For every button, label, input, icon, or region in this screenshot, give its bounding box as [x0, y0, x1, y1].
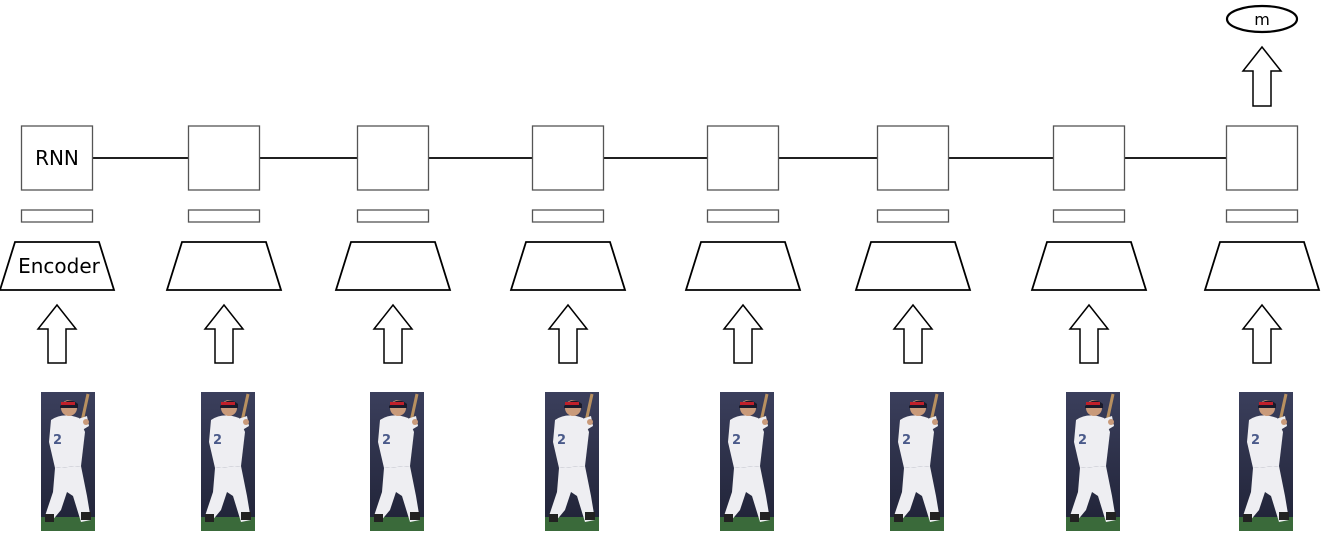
- time-step-5: 2: [684, 125, 802, 531]
- svg-text:2: 2: [213, 433, 222, 448]
- svg-text:2: 2: [732, 433, 741, 448]
- input-arrow: [722, 303, 764, 364]
- time-step-4: 2: [509, 125, 627, 531]
- svg-text:2: 2: [382, 433, 391, 448]
- rnn-cell: [1052, 125, 1126, 191]
- feature-vector: [20, 209, 94, 223]
- feature-vector: [1052, 209, 1126, 223]
- feature-vector: [1225, 209, 1299, 223]
- output-label: m: [1254, 10, 1270, 29]
- feature-vector: [531, 209, 605, 223]
- rnn-cell: [876, 125, 950, 191]
- input-arrow: [36, 303, 78, 364]
- feature-vector: [876, 209, 950, 223]
- player-photo: 2: [1239, 392, 1293, 531]
- time-step-columns: 2 RNN Encoder 2 2 2 2 2 2 2: [0, 125, 1321, 531]
- player-photo: 2: [1066, 392, 1120, 531]
- feature-vector: [356, 209, 430, 223]
- input-arrow: [372, 303, 414, 364]
- encoder: [684, 241, 802, 291]
- rnn-cell: [20, 125, 94, 191]
- rnn-cell: [1225, 125, 1299, 191]
- encoder: [854, 241, 972, 291]
- player-photo: 2: [545, 392, 599, 531]
- player-photo: 2: [41, 392, 95, 531]
- svg-text:2: 2: [1251, 433, 1260, 448]
- output-node: [1225, 4, 1299, 34]
- svg-text:2: 2: [557, 433, 566, 448]
- rnn-label: RNN: [35, 146, 79, 170]
- input-arrow: [547, 303, 589, 364]
- encoder: [165, 241, 283, 291]
- player-photo: 2: [201, 392, 255, 531]
- output-arrow: [1241, 45, 1283, 107]
- input-arrow: [203, 303, 245, 364]
- rnn-cell: [531, 125, 605, 191]
- time-step-6: 2: [854, 125, 972, 531]
- output-group: m: [1225, 4, 1299, 107]
- player-photo: 2: [370, 392, 424, 531]
- player-photo: 2: [720, 392, 774, 531]
- feature-vector: [706, 209, 780, 223]
- time-step-3: 2: [334, 125, 452, 531]
- input-arrow: [1241, 303, 1283, 364]
- feature-vector: [187, 209, 261, 223]
- time-step-7: 2: [1030, 125, 1148, 531]
- input-arrow: [1068, 303, 1110, 364]
- rnn-cell: [187, 125, 261, 191]
- input-arrow: [892, 303, 934, 364]
- encoder: [0, 241, 116, 291]
- encoder: [1203, 241, 1321, 291]
- time-step-2: 2: [165, 125, 283, 531]
- time-step-1: 2 RNN Encoder: [0, 125, 116, 531]
- encoder-label: Encoder: [18, 254, 101, 278]
- rnn-cell: [356, 125, 430, 191]
- encoder: [509, 241, 627, 291]
- svg-text:2: 2: [53, 433, 62, 448]
- encoder: [334, 241, 452, 291]
- svg-text:2: 2: [1078, 433, 1087, 448]
- encoder: [1030, 241, 1148, 291]
- svg-text:2: 2: [902, 433, 911, 448]
- rnn-cell: [706, 125, 780, 191]
- player-photo: 2: [890, 392, 944, 531]
- time-step-8: 2: [1203, 125, 1321, 531]
